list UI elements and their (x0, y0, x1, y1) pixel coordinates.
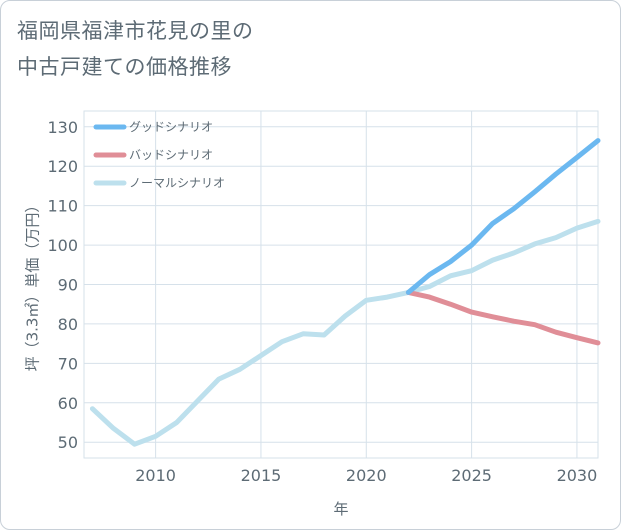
y-tick-label: 100 (47, 236, 78, 255)
y-tick-label: 110 (47, 197, 78, 216)
series-line-1 (405, 138, 601, 295)
y-tick-label: 60 (58, 394, 78, 413)
chart-title: 福岡県福津市花見の里の 中古戸建ての価格推移 (17, 13, 577, 85)
y-tick-label: 70 (58, 354, 78, 373)
y-axis-title: 坪（3.3㎡）単価（万円） (24, 198, 42, 372)
x-axis-title: 年 (333, 500, 348, 518)
series-lines (89, 138, 601, 447)
x-tick-label: 2020 (346, 466, 387, 485)
series-line-2 (405, 289, 601, 346)
y-tick-label: 90 (58, 276, 78, 295)
x-tick-label: 2030 (557, 466, 598, 485)
legend-label: バッドシナリオ (129, 148, 213, 162)
chart-title-line-2: 中古戸建ての価格推移 (17, 55, 232, 79)
grid (83, 110, 599, 459)
series-line-3 (89, 218, 601, 447)
x-tick-label: 2010 (135, 466, 176, 485)
legend-label: グッドシナリオ (129, 120, 213, 134)
y-tick-label: 130 (47, 118, 78, 137)
y-tick-label: 80 (58, 315, 78, 334)
y-tick-label: 50 (58, 433, 78, 452)
x-tick-label: 2015 (241, 466, 282, 485)
legend-label: ノーマルシナリオ (129, 176, 225, 190)
x-tick-label: 2025 (451, 466, 492, 485)
tick-labels: 50 60 70 80 90 100 110 120 130 2010 2015 2020 2025 20… (47, 118, 597, 485)
chart-title-line-1: 福岡県福津市花見の里の (17, 19, 254, 43)
y-tick-label: 120 (47, 157, 78, 176)
